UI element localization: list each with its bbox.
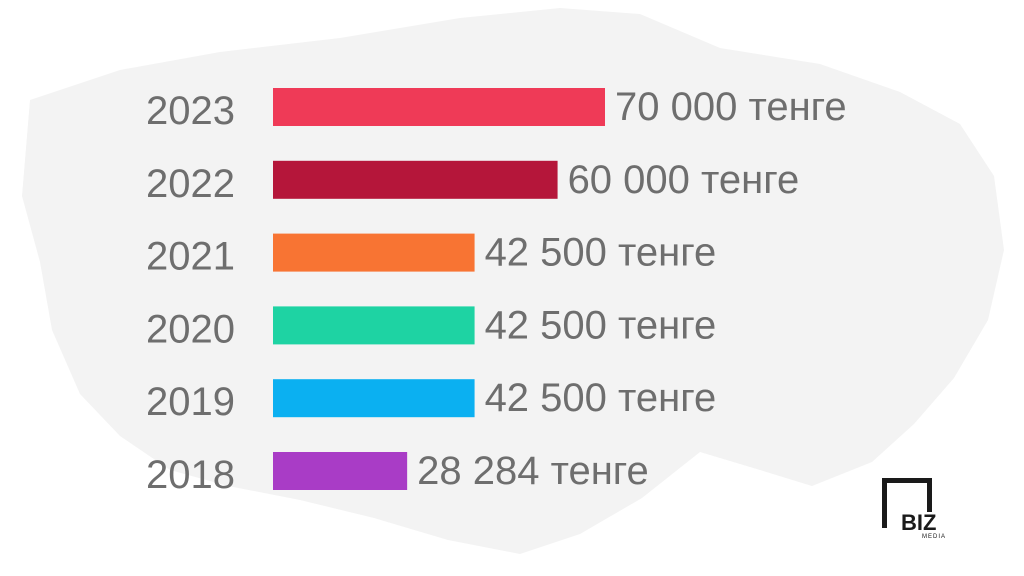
value-label-2019: 42 500 тенге: [485, 376, 717, 420]
category-label-2019: 2019: [146, 380, 235, 424]
value-label-2023: 70 000 тенге: [615, 85, 847, 129]
bar-2020: [273, 306, 475, 345]
bar-2018: [273, 452, 408, 490]
category-label-2020: 2020: [146, 307, 235, 351]
bar-2022: [273, 160, 558, 199]
logo-frame: [882, 478, 932, 528]
category-label-2022: 2022: [146, 162, 235, 206]
bar-2023: [273, 88, 605, 126]
category-label-2021: 2021: [146, 235, 235, 279]
value-label-2022: 60 000 тенге: [568, 158, 800, 202]
value-label-2020: 42 500 тенге: [485, 303, 717, 347]
logo-brand: BIZ: [900, 510, 938, 535]
value-label-2021: 42 500 тенге: [485, 231, 717, 275]
value-label-2018: 28 284 тенге: [417, 449, 649, 493]
category-label-2018: 2018: [146, 453, 235, 497]
map-silhouette: [22, 8, 1004, 554]
biz-media-logo: BIZ MEDIA: [880, 478, 956, 542]
logo-subtitle: MEDIA: [922, 534, 947, 540]
bar-2019: [273, 379, 475, 418]
bar-2021: [273, 233, 475, 272]
category-label-2023: 2023: [146, 89, 235, 133]
